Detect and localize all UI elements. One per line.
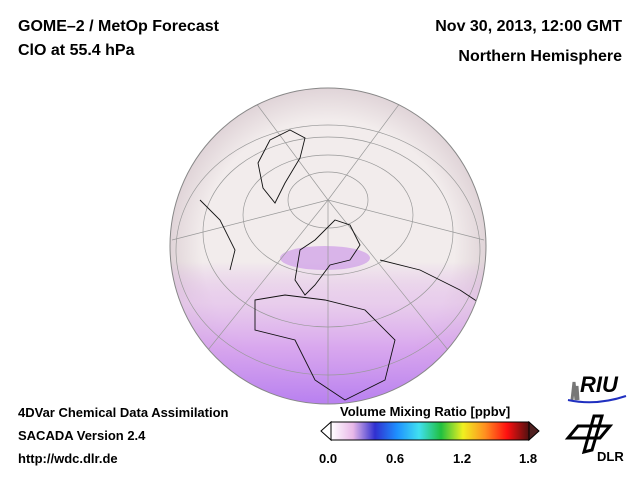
tick-1: 0.6 <box>386 451 405 466</box>
riu-logo: RIU <box>566 372 630 404</box>
tick-2: 1.2 <box>453 451 472 466</box>
colorbar-gradient <box>330 421 530 441</box>
tick-0: 0.0 <box>319 451 338 466</box>
region: Northern Hemisphere <box>458 48 622 65</box>
colorbar-min-arrow <box>320 421 332 442</box>
product-title: GOME–2 / MetOp Forecast <box>18 18 219 35</box>
footer-link[interactable]: http://wdc.dlr.de <box>18 451 118 466</box>
footer-line2: SACADA Version 2.4 <box>18 428 146 443</box>
species-level: ClO at 55.4 hPa <box>18 42 135 59</box>
graticule <box>171 94 485 404</box>
colorbar <box>320 421 540 442</box>
footer-line1: 4DVar Chemical Data Assimilation <box>18 405 229 420</box>
clo-enhancement <box>280 246 370 270</box>
colorbar-max-arrow <box>528 421 540 442</box>
tick-3: 1.8 <box>519 451 538 466</box>
dlr-logo: DLR <box>564 414 630 466</box>
datetime: Nov 30, 2013, 12:00 GMT <box>435 18 622 35</box>
coastlines <box>199 129 486 401</box>
colorbar-title: Volume Mixing Ratio [ppbv] <box>340 404 511 419</box>
